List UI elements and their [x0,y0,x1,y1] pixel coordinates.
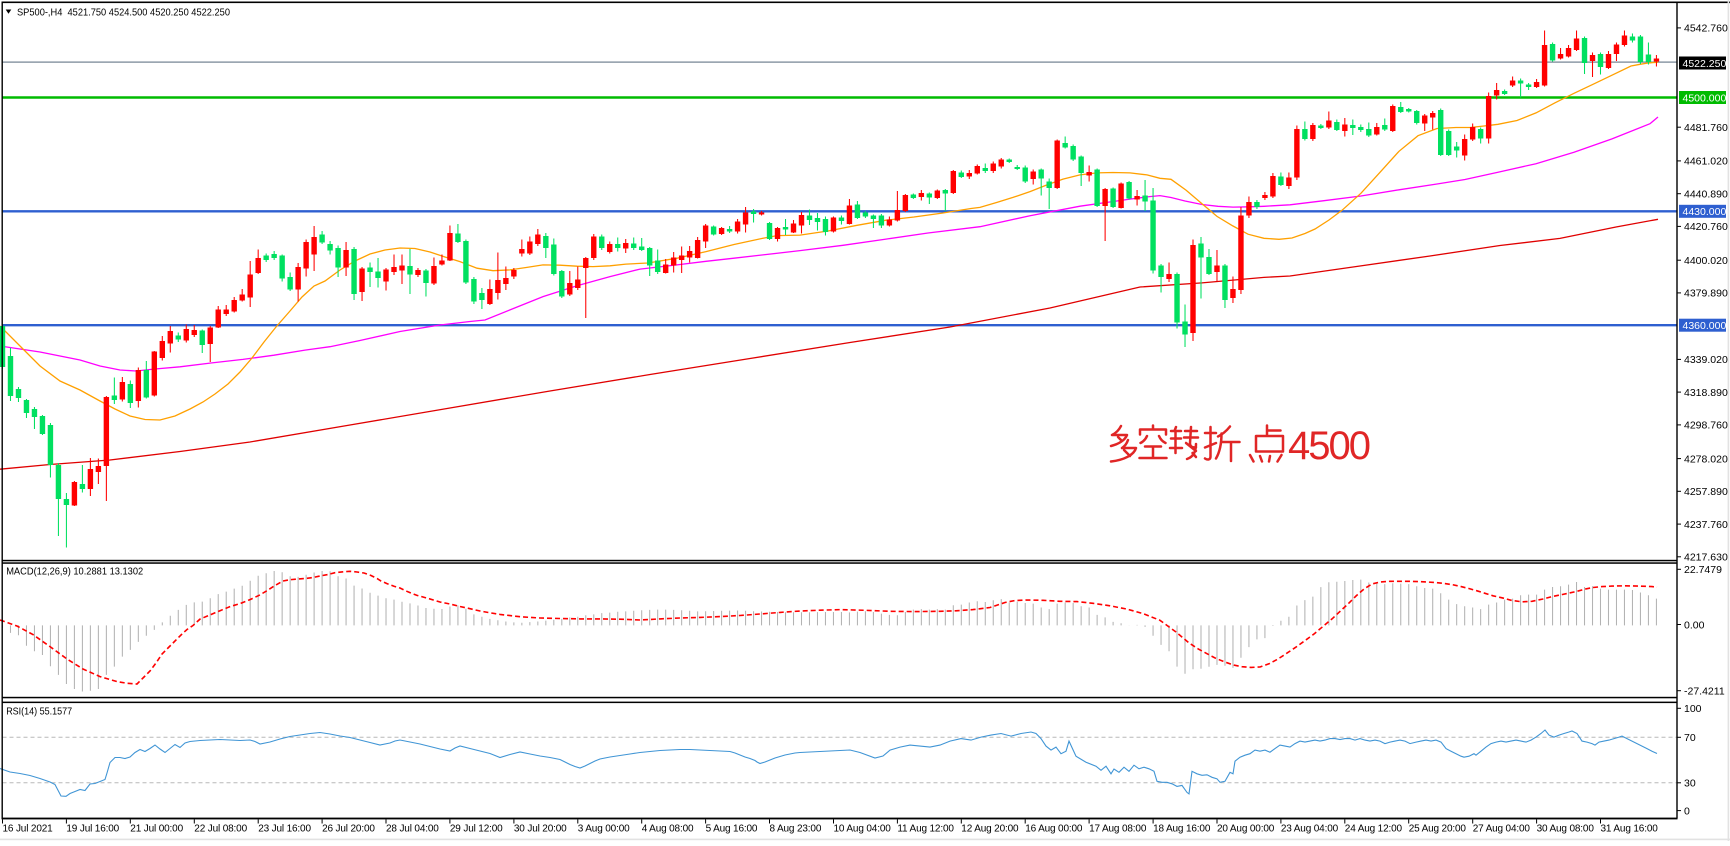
svg-text:4217.630: 4217.630 [1684,552,1728,564]
svg-text:28 Jul 04:00: 28 Jul 04:00 [386,823,439,834]
svg-text:0.00: 0.00 [1684,619,1705,631]
svg-text:4379.890: 4379.890 [1684,288,1728,300]
svg-text:0: 0 [1684,805,1690,817]
svg-text:23 Aug 04:00: 23 Aug 04:00 [1281,823,1339,834]
svg-text:19 Jul 16:00: 19 Jul 16:00 [66,823,119,834]
svg-text:4500.000: 4500.000 [1683,92,1727,104]
svg-text:21 Jul 00:00: 21 Jul 00:00 [130,823,183,834]
svg-text:30: 30 [1684,778,1696,790]
svg-text:26 Jul 20:00: 26 Jul 20:00 [322,823,375,834]
svg-text:70: 70 [1684,732,1696,744]
svg-text:MACD(12,26,9) 10.2881 13.1302: MACD(12,26,9) 10.2881 13.1302 [6,566,143,578]
svg-text:4430.000: 4430.000 [1683,206,1727,218]
svg-text:11 Aug 12:00: 11 Aug 12:00 [897,823,954,834]
svg-text:27 Aug 04:00: 27 Aug 04:00 [1473,823,1531,834]
svg-text:18 Aug 16:00: 18 Aug 16:00 [1153,823,1211,834]
svg-text:4461.020: 4461.020 [1684,156,1728,168]
svg-text:4360.000: 4360.000 [1683,320,1727,332]
svg-text:23 Jul 16:00: 23 Jul 16:00 [258,823,311,834]
svg-text:4440.890: 4440.890 [1684,189,1728,201]
svg-text:5 Aug 16:00: 5 Aug 16:00 [706,823,758,834]
svg-text:22 Jul 08:00: 22 Jul 08:00 [194,823,247,834]
svg-text:4237.760: 4237.760 [1684,519,1728,531]
svg-text:-27.4211: -27.4211 [1684,686,1725,698]
svg-text:30 Aug 08:00: 30 Aug 08:00 [1537,823,1595,834]
svg-text:4481.760: 4481.760 [1684,122,1728,134]
svg-text:SP500-,H4 4521.750 4524.500 4: SP500-,H4 4521.750 4524.500 4520.250 452… [17,7,230,19]
svg-text:4522.250: 4522.250 [1683,58,1727,70]
svg-text:3 Aug 00:00: 3 Aug 00:00 [578,823,630,834]
svg-text:20 Aug 00:00: 20 Aug 00:00 [1217,823,1275,834]
svg-text:25 Aug 20:00: 25 Aug 20:00 [1409,823,1467,834]
svg-text:10 Aug 04:00: 10 Aug 04:00 [834,823,892,834]
svg-text:RSI(14) 55.1577: RSI(14) 55.1577 [6,706,72,718]
svg-text:4298.760: 4298.760 [1684,420,1728,432]
svg-text:31 Aug 16:00: 31 Aug 16:00 [1601,823,1659,834]
svg-text:17 Aug 08:00: 17 Aug 08:00 [1089,823,1147,834]
svg-text:4420.760: 4420.760 [1684,221,1728,233]
svg-text:4400.020: 4400.020 [1684,255,1728,267]
svg-text:4257.890: 4257.890 [1684,486,1728,498]
svg-text:16 Jul 2021: 16 Jul 2021 [3,823,54,834]
svg-text:4500: 4500 [1288,424,1370,468]
svg-text:100: 100 [1684,703,1702,715]
svg-text:4 Aug 08:00: 4 Aug 08:00 [642,823,694,834]
svg-text:8 Aug 23:00: 8 Aug 23:00 [770,823,822,834]
svg-text:29 Jul 12:00: 29 Jul 12:00 [450,823,503,834]
svg-text:4542.760: 4542.760 [1684,23,1728,35]
svg-text:24 Aug 12:00: 24 Aug 12:00 [1345,823,1403,834]
svg-text:12 Aug 20:00: 12 Aug 20:00 [961,823,1019,834]
svg-text:22.7479: 22.7479 [1684,564,1722,576]
svg-text:16 Aug 00:00: 16 Aug 00:00 [1025,823,1083,834]
svg-text:4339.020: 4339.020 [1684,354,1728,366]
svg-text:4278.020: 4278.020 [1684,453,1728,465]
svg-text:4318.890: 4318.890 [1684,387,1728,399]
svg-text:30 Jul 20:00: 30 Jul 20:00 [514,823,567,834]
